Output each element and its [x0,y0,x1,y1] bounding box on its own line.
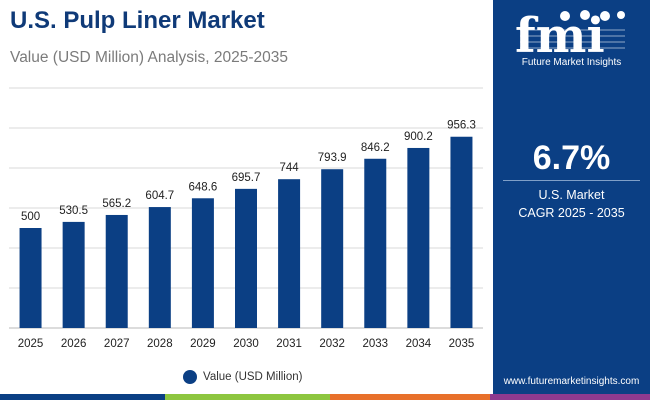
data-label-2025: 500 [21,211,40,223]
bar-2030 [235,188,257,328]
legend-swatch [183,370,197,384]
bar-2028 [148,207,171,328]
page-subtitle: Value (USD Million) Analysis, 2025-2035 [10,49,288,66]
x-tick-2030: 2030 [233,338,259,350]
bar-2027 [105,214,128,328]
x-tick-2029: 2029 [190,338,216,350]
x-tick-2031: 2031 [276,338,302,350]
x-tick-2026: 2026 [61,338,87,350]
bar-2032 [321,169,344,328]
bar-chart: 500 2025 530.5 2026 565.2 2027 604.7 2028 648.6 2… [9,87,483,350]
data-label-2027: 565.2 [102,198,131,210]
x-tick-2033: 2033 [362,338,388,350]
bar-2033 [364,158,387,328]
data-label-2032: 793.9 [318,152,347,164]
bar-2026 [62,221,85,328]
fmi-logo-icon: fmi [515,8,625,58]
bar-2031 [278,179,301,328]
x-tick-2034: 2034 [406,338,432,350]
website-link[interactable]: www.futuremarketinsights.com [503,376,640,387]
chart-legend: Value (USD Million) [183,369,302,385]
cagr-value: 6.7% [532,139,611,177]
data-label-2033: 846.2 [361,142,390,154]
data-label-2028: 604.7 [145,190,174,202]
data-label-2029: 648.6 [189,181,218,193]
stripe-segment-4 [490,394,650,400]
data-label-2030: 695.7 [232,172,261,184]
data-label-2034: 900.2 [404,131,433,143]
bar-2034 [407,147,430,328]
cagr-market-label: U.S. Market [538,188,605,202]
bar-2029 [191,198,214,328]
bottom-color-stripe [0,394,650,400]
sidebar-panel: fmi Future Market Insights 6.7% U.S. Mar… [493,0,650,394]
x-tick-2025: 2025 [18,338,44,350]
page-title: U.S. Pulp Liner Market [10,7,265,34]
data-label-2031: 744 [279,162,299,174]
x-tick-2035: 2035 [449,338,475,350]
x-tick-2028: 2028 [147,338,173,350]
stripe-segment-2 [165,394,330,400]
legend-label: Value (USD Million) [203,371,303,383]
x-tick-2032: 2032 [319,338,345,350]
logo-text: fmi [515,8,605,58]
cagr-period-label: CAGR 2025 - 2035 [518,206,625,220]
x-tick-2027: 2027 [104,338,130,350]
bar-2025 [19,228,42,328]
cagr-divider [503,180,640,181]
stripe-segment-1 [0,394,165,400]
stripe-segment-3 [330,394,490,400]
bar-2035 [450,136,473,328]
logo-subtitle: Future Market Insights [521,57,622,68]
data-label-2026: 530.5 [59,205,88,217]
data-label-2035: 956.3 [447,120,476,132]
